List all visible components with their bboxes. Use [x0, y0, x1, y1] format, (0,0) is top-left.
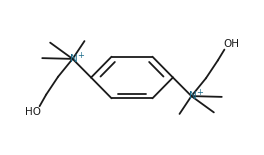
Text: N: N [189, 91, 197, 101]
Text: N: N [70, 54, 78, 64]
Text: +: + [196, 88, 203, 97]
Text: HO: HO [25, 107, 41, 117]
Text: +: + [77, 51, 84, 60]
Text: OH: OH [223, 39, 239, 49]
